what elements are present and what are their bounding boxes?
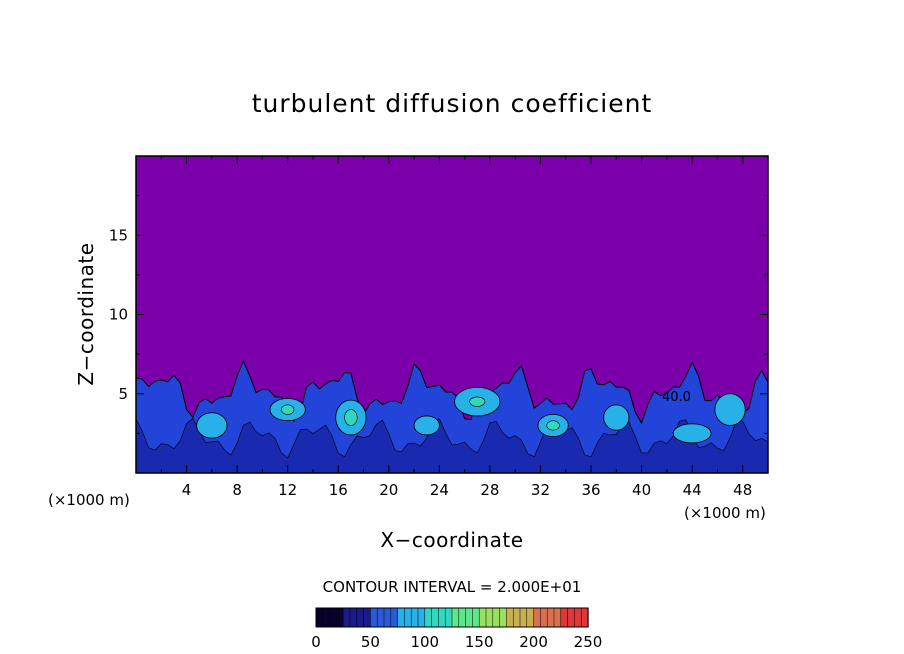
colorbar-cell	[546, 607, 555, 628]
x-tick-label: 16	[329, 481, 348, 499]
turbulent-layer	[136, 359, 768, 473]
colorbar-cell	[478, 607, 487, 628]
colorbar-cell	[431, 607, 440, 628]
eddy	[714, 393, 746, 426]
colorbar-cell	[363, 607, 372, 628]
colorbar-cell	[390, 607, 399, 628]
colorbar-cell	[370, 607, 378, 628]
colorbar-cell	[533, 607, 542, 628]
y-axis-label: Z−coordinate	[74, 242, 98, 385]
colorbar-tick-label: 0	[311, 633, 321, 651]
colorbar-cell	[574, 607, 582, 628]
colorbar-cell	[451, 607, 460, 628]
colorbar-cell	[404, 607, 412, 628]
lower-band	[136, 417, 768, 473]
colorbar-cell	[444, 607, 453, 628]
colorbar-cell	[567, 607, 576, 628]
colorbar-cell	[506, 607, 514, 628]
x-tick-label: 40	[632, 481, 651, 499]
colorbar-cell	[560, 607, 569, 628]
eddy	[603, 404, 630, 431]
colorbar-cell	[580, 607, 589, 628]
x-tick-label: 48	[733, 481, 752, 499]
x-tick-label: 44	[683, 481, 702, 499]
colorbar-cell	[315, 607, 324, 628]
colorbar-tick-label: 100	[410, 633, 439, 651]
y-tick-label: 10	[109, 306, 128, 324]
colorbar-cell	[417, 607, 426, 628]
colorbar	[315, 607, 589, 628]
y-axis-ticks: 5 10 15	[109, 195, 768, 434]
colorbar-tick-label: 250	[574, 633, 603, 651]
colorbar-cell	[553, 607, 562, 628]
colorbar-tick-label: 200	[519, 633, 548, 651]
x-axis-ticks: 4 8 12 16 20 24 28 32 36 40 44 48	[160, 156, 752, 499]
colorbar-cell	[465, 607, 474, 628]
colorbar-cell	[512, 607, 521, 628]
eddy	[196, 412, 228, 439]
colorbar-cell	[492, 607, 501, 628]
colorbar-cell	[438, 607, 446, 628]
eddy	[413, 415, 440, 436]
colorbar-cell	[458, 607, 467, 628]
contour-annotation: 40.0	[662, 390, 691, 405]
x-tick-label: 28	[480, 481, 499, 499]
contour-interval-label: CONTOUR INTERVAL = 2.000E+01	[323, 578, 582, 596]
colorbar-cell	[376, 607, 385, 628]
x-tick-label: 8	[232, 481, 242, 499]
colorbar-frame	[315, 607, 589, 628]
colorbar-cell	[499, 607, 508, 628]
colorbar-cell	[410, 607, 419, 628]
colorbar-cell	[383, 607, 392, 628]
x-tick-label: 20	[379, 481, 398, 499]
chart-title: turbulent diffusion coefficient	[252, 89, 653, 118]
y-tick-label: 5	[118, 385, 128, 403]
eddy-core	[469, 396, 486, 407]
colorbar-cell	[336, 607, 344, 628]
x-tick-label: 12	[278, 481, 297, 499]
eddy-core	[281, 404, 295, 415]
colorbar-cell	[485, 607, 494, 628]
x-unit-label-left: (×1000 m)	[48, 491, 130, 509]
colorbar-cell	[397, 607, 406, 628]
x-tick-label: 36	[581, 481, 600, 499]
colorbar-cell	[342, 607, 351, 628]
x-tick-label: 32	[531, 481, 550, 499]
eddy-core	[546, 420, 560, 431]
colorbar-tick-label: 50	[361, 633, 380, 651]
eddy	[672, 423, 712, 444]
colorbar-cell	[349, 607, 358, 628]
colorbar-cell	[472, 607, 480, 628]
colorbar-cell	[540, 607, 548, 628]
colorbar-cell	[519, 607, 528, 628]
x-unit-label-right: (×1000 m)	[684, 504, 766, 522]
plot-area: 40.0	[135, 155, 769, 474]
colorbar-cell	[329, 607, 338, 628]
colorbar-tick-label: 150	[465, 633, 494, 651]
y-tick-label: 15	[109, 226, 128, 244]
eddy-core	[344, 409, 358, 426]
colorbar-tick-labels: 0 50 100 150 200 250	[311, 633, 602, 651]
colorbar-cell	[526, 607, 535, 628]
colorbar-cell	[424, 607, 433, 628]
x-tick-label: 4	[182, 481, 192, 499]
colorbar-cell	[322, 607, 331, 628]
x-axis-label: X−coordinate	[380, 528, 523, 552]
x-tick-label: 24	[430, 481, 449, 499]
colorbar-cell	[356, 607, 365, 628]
